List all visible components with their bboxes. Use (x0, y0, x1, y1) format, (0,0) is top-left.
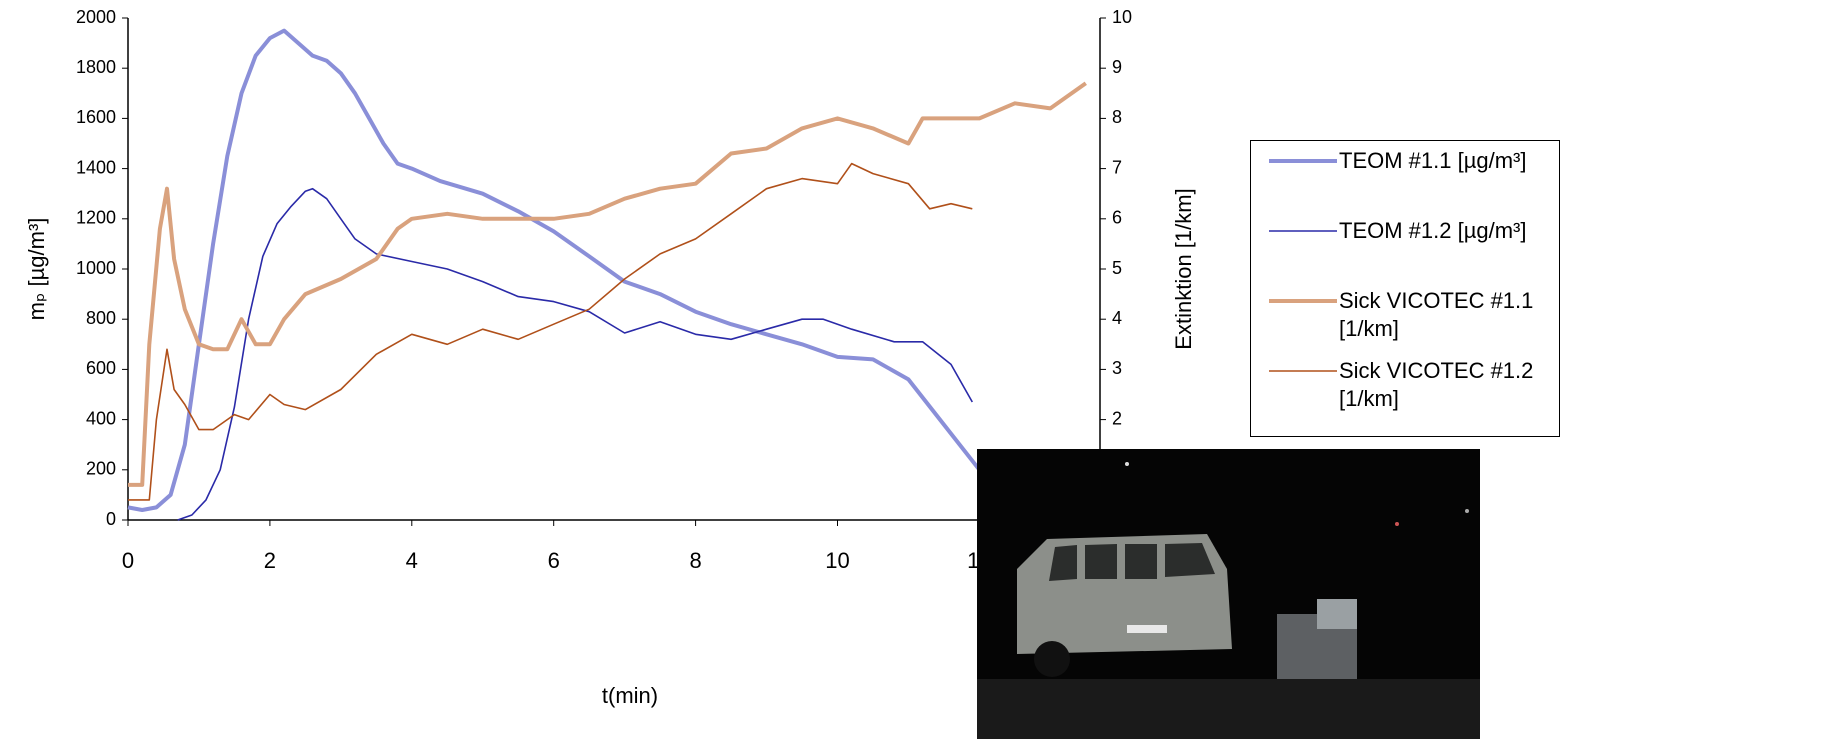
y2-tick-label: 8 (1112, 107, 1122, 127)
legend-label: Sick VICOTEC #1.2 [1/km] (1339, 357, 1539, 413)
y-tick-label: 1800 (76, 57, 116, 77)
x-tick-label: 0 (122, 548, 134, 573)
photo-inset (977, 449, 1480, 739)
y2-tick-label: 7 (1112, 157, 1122, 177)
series-line (128, 31, 979, 510)
series-line (178, 189, 973, 520)
series-line (128, 164, 972, 500)
y-tick-label: 600 (86, 358, 116, 378)
legend-swatch (1259, 153, 1339, 169)
y-axis-label: mₚ [µg/m³] (24, 218, 49, 321)
y-tick-label: 400 (86, 408, 116, 428)
y-tick-label: 1000 (76, 258, 116, 278)
legend-entry: Sick VICOTEC #1.1 [1/km] (1259, 287, 1551, 357)
y-tick-label: 1200 (76, 208, 116, 228)
legend-entry: TEOM #1.2 [µg/m³] (1259, 217, 1551, 287)
y2-tick-label: 2 (1112, 408, 1122, 428)
legend-label: Sick VICOTEC #1.1 [1/km] (1339, 287, 1539, 343)
x-tick-label: 4 (406, 548, 418, 573)
legend-entry: TEOM #1.1 [µg/m³] (1259, 147, 1551, 217)
y2-tick-label: 9 (1112, 57, 1122, 77)
x-axis-label: t(min) (602, 683, 658, 708)
page: t(min) mₚ [µg/m³] Extinktion [1/km] 0 200… (0, 0, 1834, 739)
y2-tick-label: 5 (1112, 258, 1122, 278)
legend-swatch (1259, 223, 1339, 239)
y2-axis-label: Extinktion [1/km] (1171, 188, 1196, 349)
y-tick-label: 1400 (76, 157, 116, 177)
legend-swatch (1259, 363, 1339, 379)
y-tick-label: 800 (86, 308, 116, 328)
y-tick-label: 2000 (76, 7, 116, 27)
x-tick-label: 8 (689, 548, 701, 573)
y-tick-label: 200 (86, 459, 116, 479)
legend-label: TEOM #1.1 [µg/m³] (1339, 147, 1539, 175)
y2-tick-label: 6 (1112, 208, 1122, 228)
y2-tick-label: 10 (1112, 7, 1132, 27)
y-tick-label: 1600 (76, 107, 116, 127)
y2-tick-label: 3 (1112, 358, 1122, 378)
x-tick-label: 2 (264, 548, 276, 573)
legend-label: TEOM #1.2 [µg/m³] (1339, 217, 1539, 245)
legend: TEOM #1.1 [µg/m³] TEOM #1.2 [µg/m³] Sick V… (1250, 140, 1560, 437)
y-tick-label: 0 (106, 509, 116, 529)
x-tick-label: 10 (825, 548, 849, 573)
x-tick-label: 6 (548, 548, 560, 573)
y2-tick-label: 4 (1112, 308, 1122, 328)
legend-entry: Sick VICOTEC #1.2 [1/km] (1259, 357, 1551, 427)
legend-swatch (1259, 293, 1339, 309)
